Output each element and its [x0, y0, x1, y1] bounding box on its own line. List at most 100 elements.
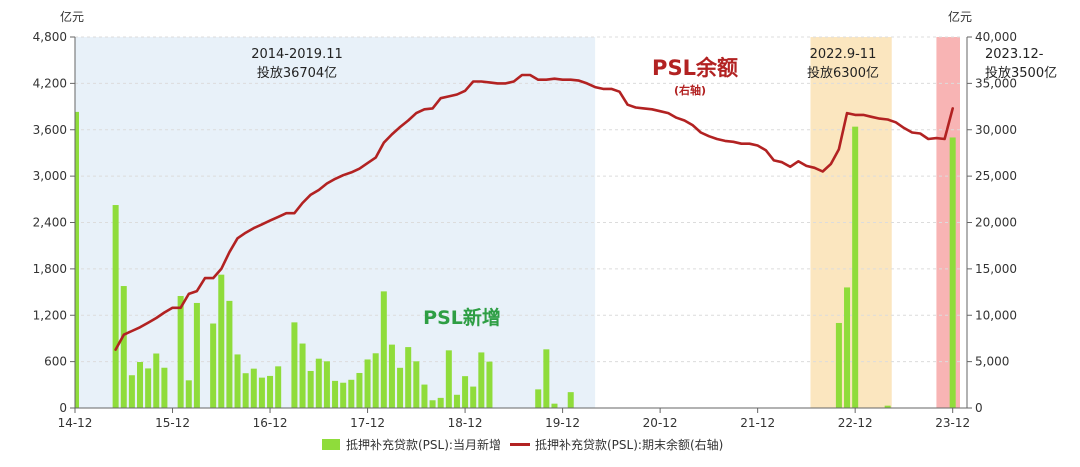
x-tick-label-9: 23-12: [935, 416, 970, 430]
balance-line: [114, 73, 955, 351]
left-tick-label-6: 3,600: [33, 123, 67, 137]
right-tick-label-2: 10,000: [975, 308, 1017, 322]
bar-16: [250, 368, 257, 408]
bar-8: [177, 296, 184, 408]
bar-36: [421, 384, 428, 408]
bar-48: [567, 392, 574, 408]
left-tick-label-3: 1,800: [33, 262, 67, 276]
axes: 0 600 1,200 1,800 2,400 3,000 3,600 4,200 4,800 0…: [33, 9, 1017, 430]
bar-46: [543, 349, 550, 408]
bar-3: [128, 375, 135, 408]
bar-14: [234, 354, 241, 408]
bar-5: [145, 368, 152, 408]
bar-series-title: PSL新增: [423, 306, 501, 329]
bar-30: [372, 353, 379, 408]
bar-40: [453, 394, 460, 408]
bar-26: [340, 382, 347, 408]
bar-0: [75, 111, 80, 408]
bar-4: [137, 362, 144, 408]
bar-42: [470, 386, 477, 408]
bar-22: [307, 370, 314, 408]
bar-35: [413, 361, 420, 408]
bar-49: [835, 322, 842, 408]
right-tick-label-4: 20,000: [975, 216, 1017, 230]
bar-7: [161, 367, 168, 408]
right-tick-label-6: 30,000: [975, 123, 1017, 137]
bar-23: [315, 358, 322, 408]
bar-20: [291, 322, 298, 408]
bar-11: [210, 323, 217, 408]
right-tick-label-3: 15,000: [975, 262, 1017, 276]
bar-9: [185, 380, 192, 408]
x-tick-label-2: 16-12: [253, 416, 288, 430]
line-series: [114, 73, 955, 351]
bar-34: [405, 347, 412, 408]
bar-41: [462, 376, 469, 408]
bar-39: [445, 350, 452, 408]
bar-47: [551, 403, 558, 408]
bar-18: [267, 375, 274, 408]
left-tick-label-8: 4,800: [33, 30, 67, 44]
bar-45: [535, 389, 542, 408]
left-tick-label-2: 1,200: [33, 308, 67, 322]
bar-29: [364, 359, 371, 408]
bar-21: [299, 343, 306, 408]
bar-31: [380, 291, 387, 408]
bar-44: [486, 361, 493, 408]
bar-17: [258, 377, 265, 408]
period-label-2: 2023.12-: [985, 47, 1044, 62]
bar-24: [323, 361, 330, 408]
bar-33: [397, 367, 404, 408]
x-tick-label-7: 21-12: [740, 416, 775, 430]
bar-1: [112, 205, 119, 408]
right-tick-label-5: 25,000: [975, 169, 1017, 183]
right-tick-label-1: 5,000: [975, 355, 1009, 369]
period-amount-2: 投放3500亿: [985, 65, 1057, 81]
period-amount-0: 投放36704亿: [257, 65, 337, 81]
bar-15: [242, 373, 249, 408]
x-tick-label-1: 15-12: [155, 416, 190, 430]
period-label-1: 2022.9-11: [810, 47, 877, 62]
bar-6: [153, 353, 160, 408]
bar-32: [388, 344, 395, 408]
left-unit-label: 亿元: [60, 9, 84, 24]
right-tick-label-8: 40,000: [975, 30, 1017, 44]
period-label-0: 2014-2019.11: [251, 47, 343, 62]
bar-12: [218, 274, 225, 408]
x-tick-label-5: 19-12: [545, 416, 580, 430]
bar-38: [437, 397, 444, 408]
bar-37: [429, 400, 436, 408]
bar-series: [75, 111, 956, 409]
x-tick-label-4: 18-12: [448, 416, 483, 430]
x-tick-label-6: 20-12: [643, 416, 678, 430]
bar-13: [226, 300, 233, 408]
left-tick-label-4: 2,400: [33, 216, 67, 230]
bar-43: [478, 352, 485, 408]
x-tick-label-8: 22-12: [838, 416, 873, 430]
bar-52: [884, 405, 891, 408]
left-tick-label-0: 0: [59, 401, 67, 415]
annotations: 2014-2019.11 投放36704亿 2022.9-11 投放6300亿 2023…: [251, 47, 1057, 329]
right-tick-label-7: 35,000: [975, 76, 1017, 90]
bar-51: [852, 126, 859, 409]
x-tick-label-0: 14-12: [58, 416, 93, 430]
bar-27: [348, 379, 355, 408]
bar-53: [949, 137, 956, 408]
line-series-subtitle: (右轴): [674, 83, 706, 97]
bar-25: [332, 380, 339, 408]
right-unit-label: 亿元: [948, 9, 972, 24]
right-tick-label-0: 0: [975, 401, 983, 415]
bar-50: [844, 287, 851, 408]
bar-28: [356, 372, 363, 408]
bar-2: [120, 286, 127, 408]
legend-bar-swatch: [322, 439, 340, 450]
left-tick-label-7: 4,200: [33, 76, 67, 90]
legend: 抵押补充贷款(PSL):当月新增 抵押补充贷款(PSL):期末余额(右轴): [322, 437, 723, 452]
line-series-title: PSL余额: [652, 56, 738, 80]
bar-19: [275, 366, 282, 408]
period-amount-1: 投放6300亿: [807, 65, 879, 81]
bar-10: [193, 302, 200, 408]
legend-bar-label: 抵押补充贷款(PSL):当月新增: [346, 437, 501, 452]
